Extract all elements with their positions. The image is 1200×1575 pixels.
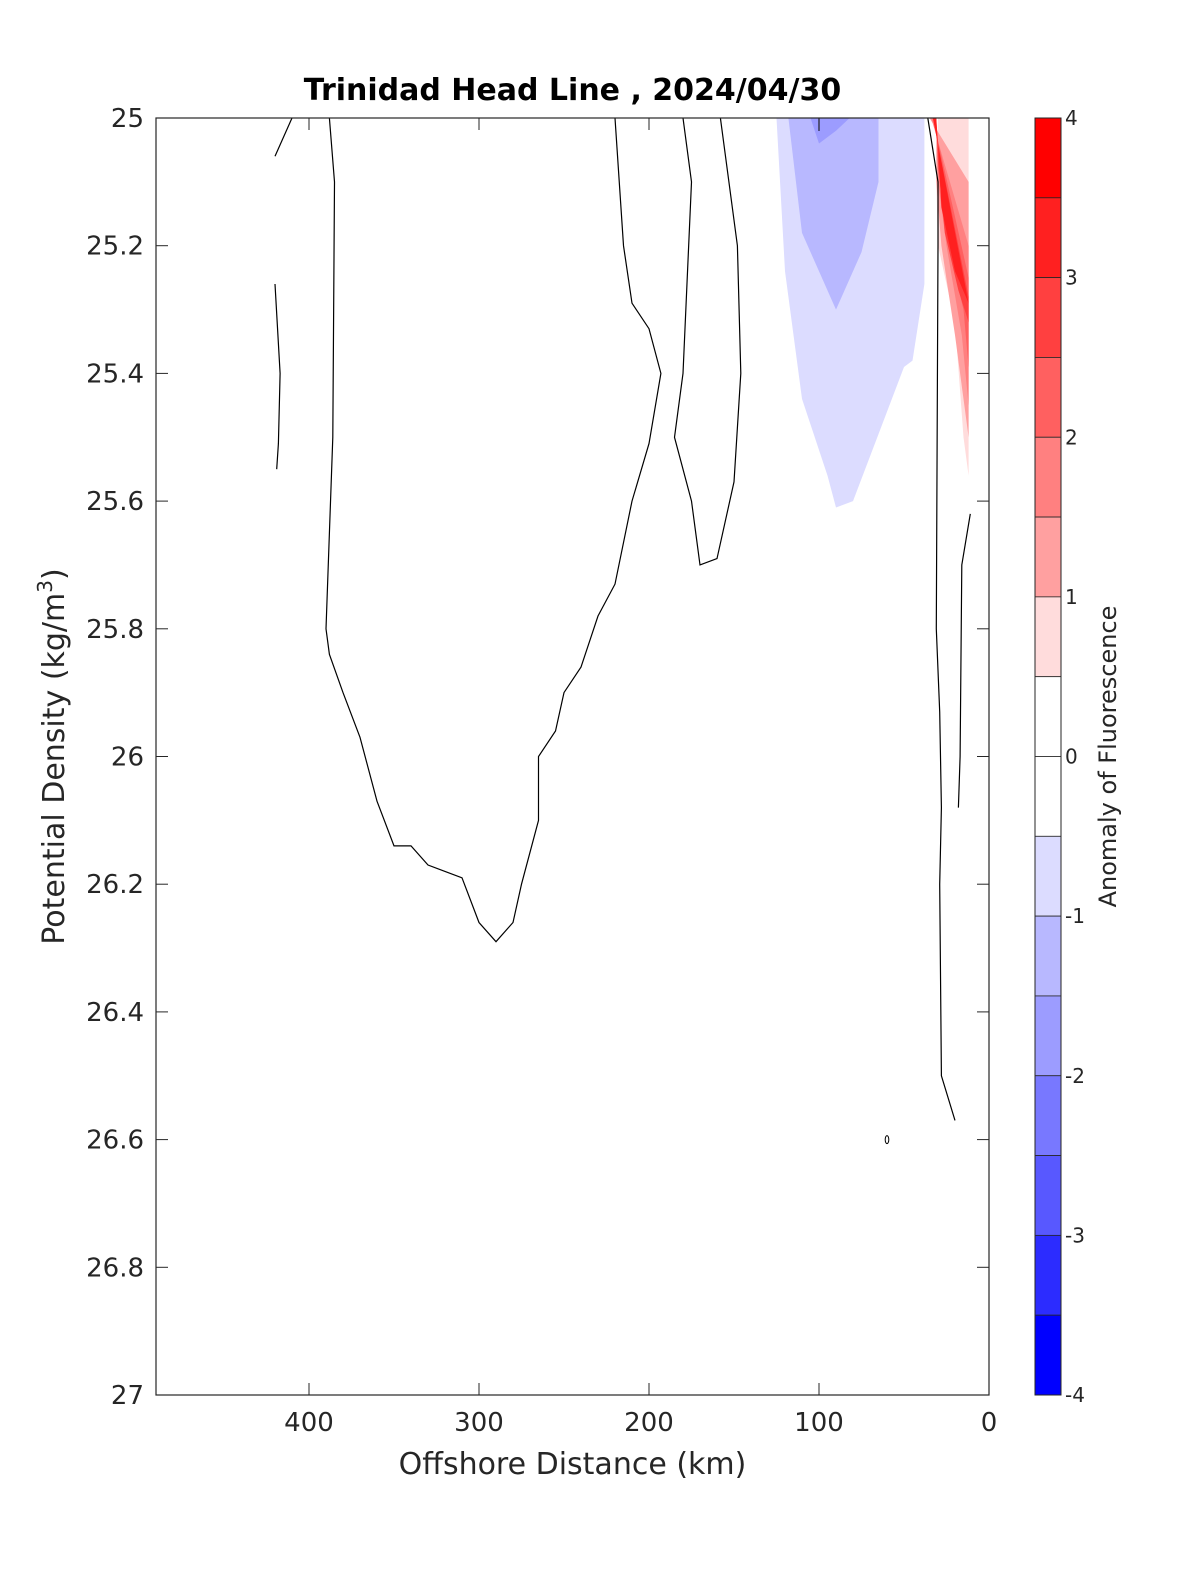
- colorbar-segment-3: [1034, 357, 1062, 438]
- colorbar-segment-5: [1034, 516, 1062, 598]
- colorbar-segment-8: [1034, 756, 1062, 837]
- filled-region-4: [929, 118, 969, 438]
- filled-region-8: [932, 118, 969, 304]
- colorbar-tick-label-3: 1: [1065, 585, 1078, 609]
- marker-layer: [884, 1135, 890, 1145]
- colorbar-segment-2: [1034, 277, 1062, 358]
- y-axis: 25 25.2 25.4 25.6 25.8 26 26.2 26.4 26.6 26.8 27: [86, 104, 989, 1411]
- y-tick-label-3: 25.6: [86, 487, 144, 517]
- x-axis: 400 300 200 100 0: [284, 118, 997, 1438]
- colorbar-segment-0: [1034, 117, 1062, 199]
- colorbar-segment-12: [1034, 1075, 1062, 1156]
- y-tick-label-4: 25.8: [86, 615, 144, 645]
- y-axis-label: Potential Density (kg/m3): [33, 568, 72, 944]
- y-tick-label-10: 27: [111, 1381, 144, 1411]
- colorbar-tick-label-6: -2: [1065, 1064, 1085, 1088]
- colorbar-tick-label-5: -1: [1065, 904, 1085, 928]
- colorbar-tick-label-2: 2: [1065, 425, 1078, 449]
- y-tick-label-9: 26.8: [86, 1253, 144, 1283]
- colorbar-segment-13: [1034, 1155, 1062, 1236]
- y-tick-label-0: 25: [111, 104, 144, 134]
- colorbar-tick-label-1: 3: [1065, 266, 1078, 290]
- x-tick-label-4: 0: [981, 1408, 998, 1438]
- colorbar-segment-6: [1034, 596, 1062, 678]
- chart-title: Trinidad Head Line , 2024/04/30: [304, 73, 841, 108]
- y-tick-label-2: 25.4: [86, 359, 144, 389]
- contour-line-2: [325, 117, 662, 943]
- contour-line-1: [274, 283, 281, 470]
- contour-line-5: [927, 117, 956, 1121]
- colorbar-tick-label-0: 4: [1065, 106, 1078, 130]
- colorbar-label: Anomaly of Fluorescence: [1094, 606, 1122, 908]
- x-tick-label-2: 200: [624, 1408, 674, 1438]
- contour-marker-0: [884, 1135, 890, 1145]
- colorbar-segment-10: [1034, 915, 1062, 997]
- colorbar-segment-1: [1034, 197, 1062, 279]
- filled-region-1: [788, 118, 879, 310]
- y-tick-label-6: 26.2: [86, 870, 144, 900]
- colorbar-ticks: 4 3 2 1 0 -1 -2 -3 -4: [1065, 106, 1085, 1407]
- colorbar-tick-label-7: -3: [1065, 1223, 1085, 1247]
- y-axis-label-close: ): [37, 568, 72, 580]
- contour-line-3: [673, 117, 742, 566]
- filled-region-2: [810, 118, 850, 144]
- contour-line-layer: [274, 117, 971, 1121]
- colorbar-segment-9: [1034, 835, 1062, 917]
- y-tick-label-1: 25.2: [86, 232, 144, 262]
- colorbar-segment-7: [1034, 676, 1062, 757]
- colorbar-tick-label-8: -4: [1065, 1383, 1085, 1407]
- y-axis-label-text: Potential Density (kg/m: [37, 593, 72, 945]
- colorbar-segment-4: [1034, 436, 1062, 518]
- y-axis-label-superscript: 3: [33, 580, 57, 593]
- x-tick-label-1: 300: [454, 1408, 504, 1438]
- contour-line-6: [957, 513, 971, 808]
- colorbar-tick-label-4: 0: [1065, 745, 1078, 769]
- y-tick-label-5: 26: [111, 743, 144, 773]
- filled-contour-layer: [776, 118, 969, 508]
- colorbar-segment-11: [1034, 995, 1062, 1077]
- colorbar-frame: [1034, 117, 1062, 1396]
- contour-line-0: [274, 117, 293, 157]
- x-tick-label-0: 400: [284, 1408, 334, 1438]
- colorbar-segment-15: [1034, 1314, 1062, 1396]
- x-tick-label-3: 100: [794, 1408, 844, 1438]
- y-tick-label-7: 26.4: [86, 998, 144, 1028]
- colorbar: [1034, 117, 1062, 1396]
- x-axis-label: Offshore Distance (km): [399, 1447, 747, 1482]
- colorbar-segment-14: [1034, 1234, 1062, 1316]
- y-tick-label-8: 26.6: [86, 1126, 144, 1156]
